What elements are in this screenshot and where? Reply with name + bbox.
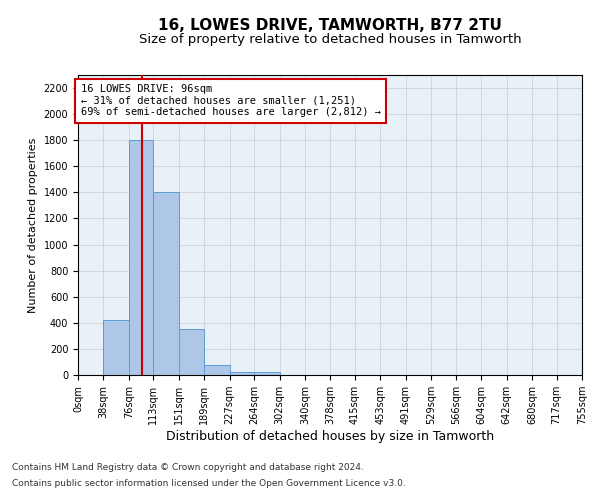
Bar [154,192,179,375]
Text: Contains HM Land Registry data © Crown copyright and database right 2024.: Contains HM Land Registry data © Crown c… [12,464,364,472]
Text: Size of property relative to detached houses in Tamworth: Size of property relative to detached ho… [139,32,521,46]
Y-axis label: Number of detached properties: Number of detached properties [28,138,38,312]
Text: 16 LOWES DRIVE: 96sqm
← 31% of detached houses are smaller (1,251)
69% of semi-d: 16 LOWES DRIVE: 96sqm ← 31% of detached … [80,84,380,117]
Text: Contains public sector information licensed under the Open Government Licence v3: Contains public sector information licen… [12,478,406,488]
Bar [129,140,154,375]
X-axis label: Distribution of detached houses by size in Tamworth: Distribution of detached houses by size … [166,430,494,443]
Bar [230,372,254,375]
Text: 16, LOWES DRIVE, TAMWORTH, B77 2TU: 16, LOWES DRIVE, TAMWORTH, B77 2TU [158,18,502,32]
Bar [103,320,129,375]
Bar [204,365,230,375]
Bar [179,330,204,375]
Bar [254,372,280,375]
